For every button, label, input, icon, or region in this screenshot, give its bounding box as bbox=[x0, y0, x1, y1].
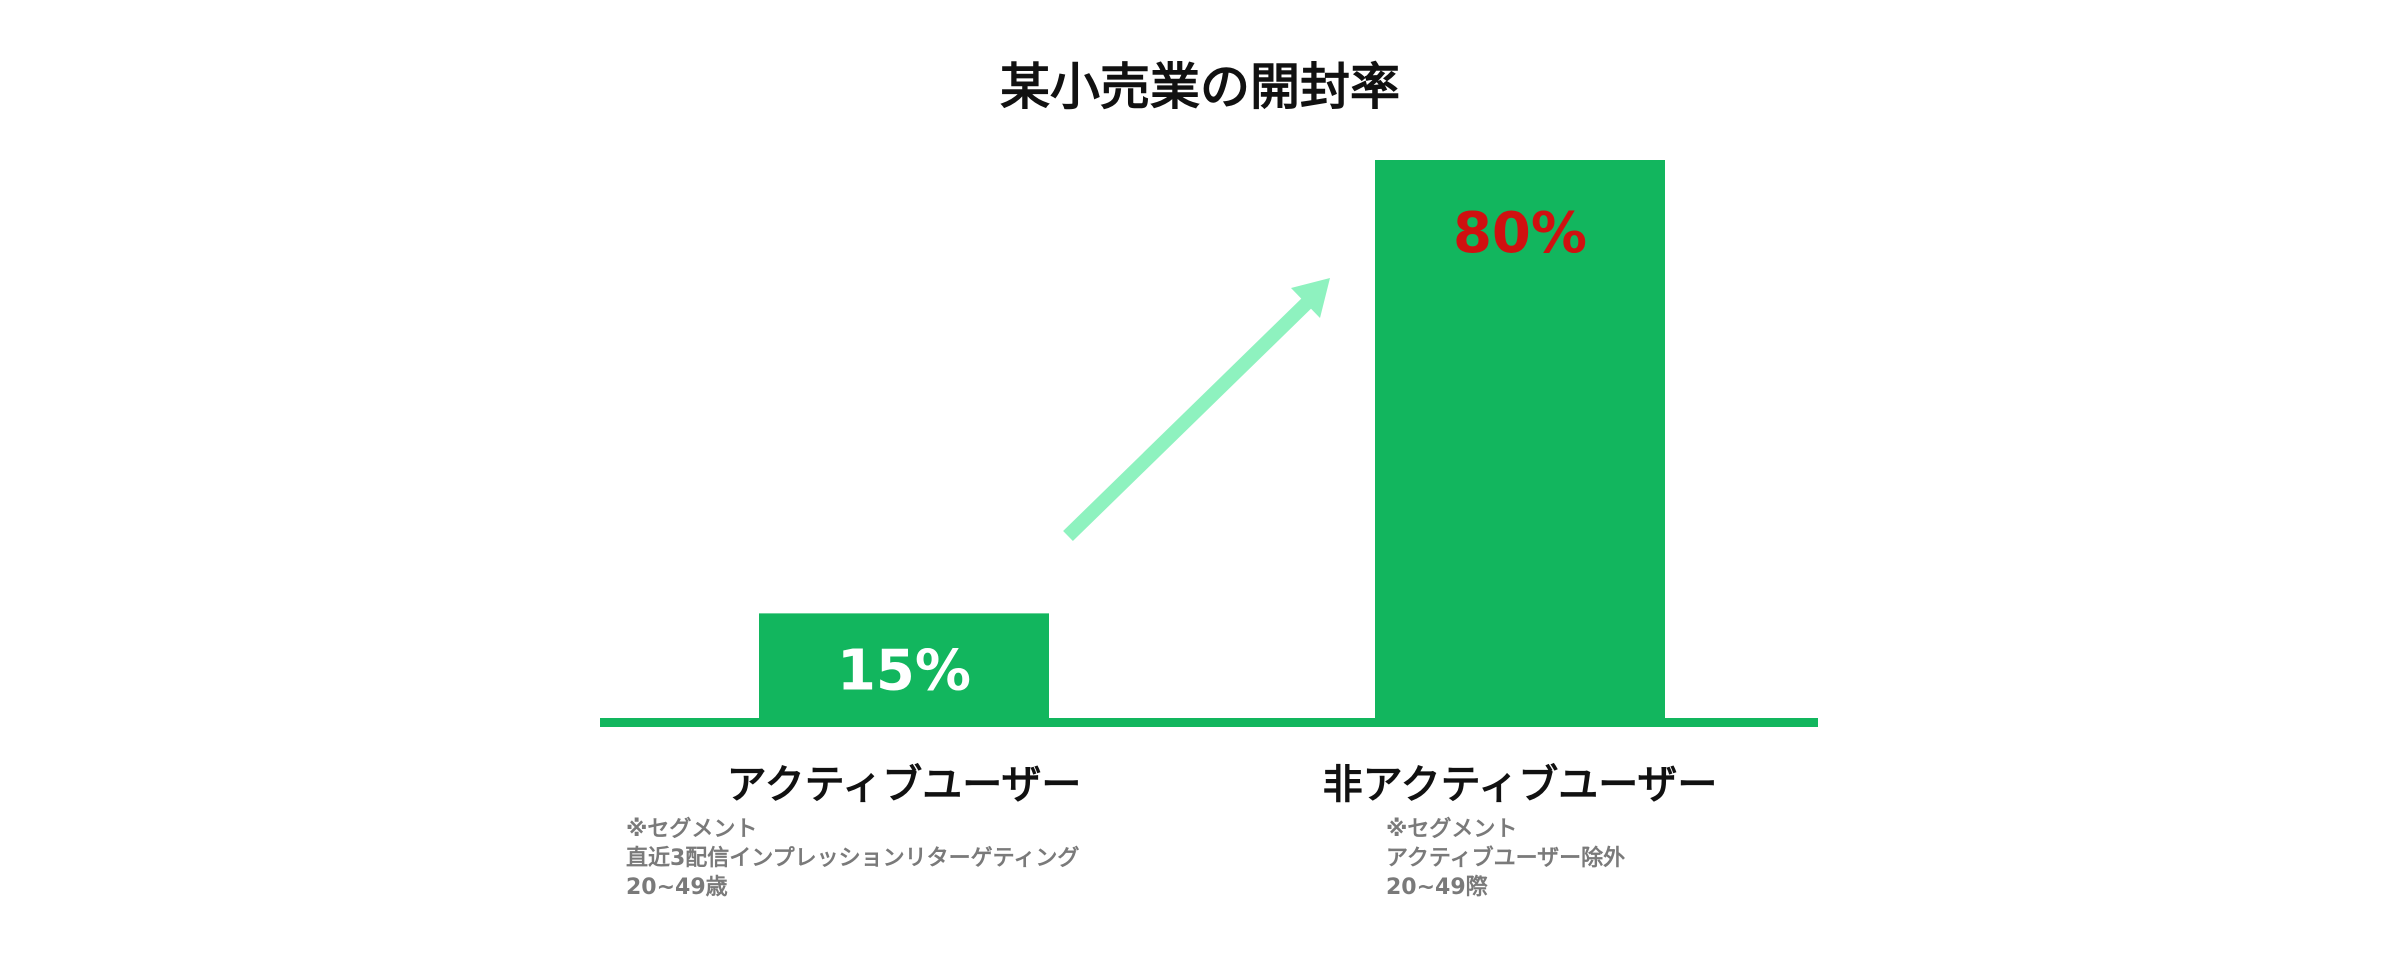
category-label-2: 非アクティブユーザー bbox=[1323, 762, 1718, 808]
value-label-2: 80% bbox=[1453, 201, 1587, 266]
note-1-line-1: ※セグメント bbox=[626, 816, 757, 842]
baseline bbox=[600, 718, 1818, 727]
note-2-line-2: アクティブユーザー除外 bbox=[1386, 845, 1625, 871]
note-2-line-3: 20~49際 bbox=[1386, 874, 1489, 900]
category-label-1: アクティブユーザー bbox=[727, 762, 1082, 808]
bar-1 bbox=[759, 613, 1049, 720]
value-label-1: 15% bbox=[837, 638, 971, 703]
note-1-line-2: 直近3配信インプレッションリターゲティング bbox=[626, 845, 1079, 871]
note-2-line-1: ※セグメント bbox=[1386, 816, 1517, 842]
arrow-shaft bbox=[1063, 290, 1319, 542]
arrow-head bbox=[1291, 278, 1330, 318]
bar-2 bbox=[1375, 160, 1665, 720]
chart-title: 某小売業の開封率 bbox=[1000, 58, 1400, 116]
chart-marks: 15% 80% アクティブユーザー 非アクティブユーザー ※セグメント直近3配信インプレ… bbox=[600, 160, 1818, 900]
note-1-line-3: 20~49歳 bbox=[626, 875, 728, 900]
